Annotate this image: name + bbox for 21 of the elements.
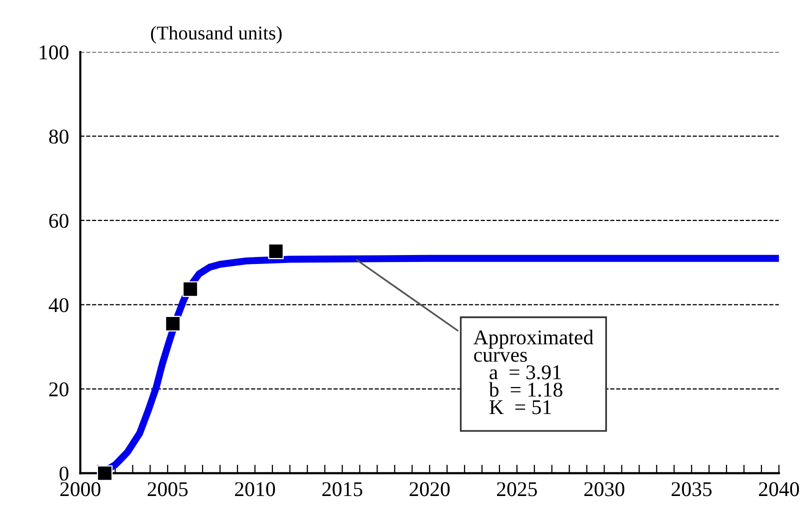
y-tick-label: 0 (60, 466, 68, 481)
point (165, 316, 181, 332)
x-tick-label: 2035 (672, 482, 712, 496)
x-tick-label: 2015 (322, 482, 362, 496)
point (268, 243, 284, 260)
x-tick-label: 2025 (497, 482, 537, 496)
x-tick-label: 2000 (60, 482, 100, 496)
point (96, 465, 113, 482)
y-tick-label: 60 (49, 214, 68, 228)
annotation: Approximated curves a = 3.91 b = 1.18 K = 51 (473, 330, 594, 414)
y-tick-label: 80 (49, 130, 68, 144)
y-axis-title: (Thousand units) (151, 26, 282, 44)
x-tick-label: 2030 (584, 482, 624, 496)
point (182, 281, 198, 297)
x-tick-label: 2040 (758, 482, 799, 496)
x-tick-label: 2010 (235, 482, 275, 496)
y-tick-label: 20 (49, 382, 68, 396)
y-tick-label: 40 (48, 298, 68, 312)
y-tick-label: 100 (40, 45, 68, 60)
x-tick-label: 2020 (410, 482, 450, 496)
x-tick-label: 2005 (148, 482, 188, 496)
